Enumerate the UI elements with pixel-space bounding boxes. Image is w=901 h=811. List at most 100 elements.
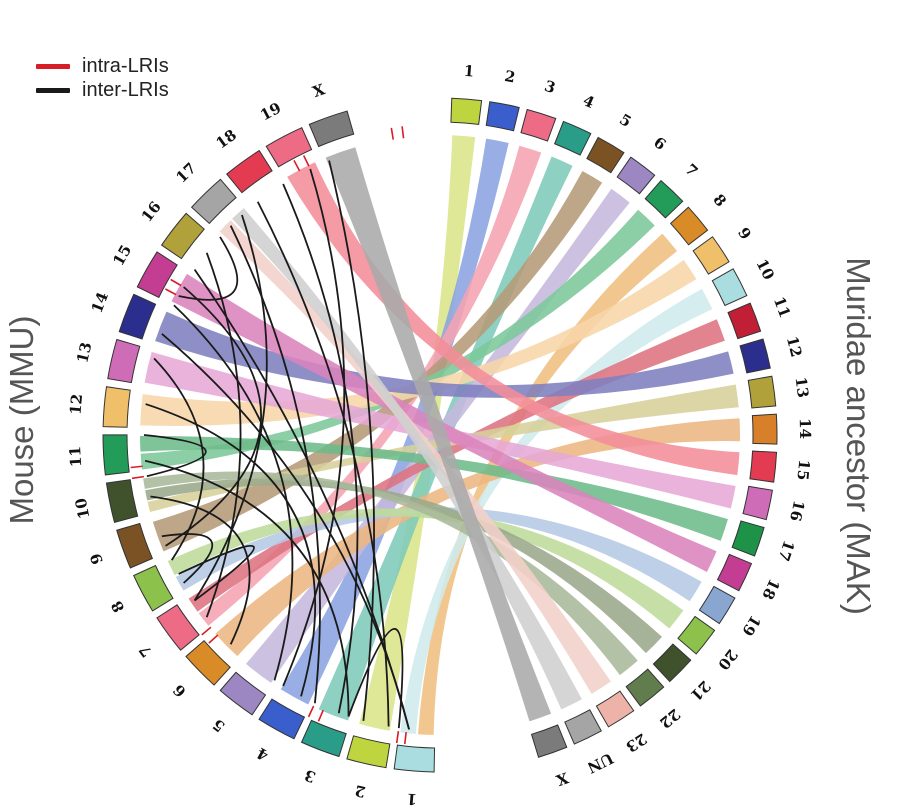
legend-label-inter: inter-LRIs — [82, 78, 169, 101]
ancestor-title: Muridae ancestor (MAK) — [840, 257, 877, 615]
mak-chr-label-3: 3 — [542, 77, 557, 97]
mak-chr-label-7: 7 — [681, 160, 701, 180]
mmu-chr-7 — [156, 604, 200, 651]
mmu-chr-label-8: 8 — [107, 598, 128, 616]
inter-lri-line — [282, 168, 346, 687]
legend-label-intra: intra-LRIs — [82, 54, 169, 77]
mak-chr-label-2: 2 — [503, 67, 517, 87]
mak-chr-label-un: UN — [584, 749, 616, 777]
mak-chr-8 — [669, 206, 709, 246]
inter-lri-line — [161, 533, 214, 584]
ribbon-mak23-mmu17 — [219, 220, 611, 694]
intra-lri-tick — [403, 731, 407, 745]
mak-chr-11 — [727, 302, 762, 340]
ribbon-mak18-mmu15 — [171, 273, 717, 572]
mmu-chr-label-14: 14 — [88, 290, 112, 316]
mmu-chr-label-5: 5 — [209, 715, 228, 736]
mak-chr-label-22: 22 — [656, 705, 684, 732]
mmu-chr-label-4: 4 — [254, 744, 272, 765]
intra-lri-tick — [317, 709, 324, 722]
mak-chr-7 — [644, 179, 684, 219]
mak-chr-label-15: 15 — [793, 459, 813, 482]
mak-chr-label-20: 20 — [714, 646, 741, 674]
mak-chr-label-6: 6 — [650, 133, 669, 154]
mak-chr-10 — [711, 268, 748, 307]
mak-chr-19 — [698, 585, 736, 625]
intra-lri-tick — [395, 730, 400, 744]
mmu-chr-label-12: 12 — [66, 393, 86, 415]
chromosome-ring — [102, 97, 778, 773]
mmu-chr-10 — [105, 479, 139, 523]
mak-chr-label-21: 21 — [687, 677, 714, 705]
inter-lri-line — [205, 252, 242, 618]
intra-lri-tick — [170, 278, 182, 287]
mak-chr-label-18: 18 — [758, 576, 783, 603]
mak-chr-14 — [751, 413, 778, 445]
mak-chr-2 — [485, 101, 520, 132]
mmu-chr-label-16: 16 — [138, 198, 165, 226]
mmu-chr-16 — [160, 212, 205, 260]
mmu-chr-label-x: X — [310, 80, 327, 101]
mmu-chr-8 — [133, 564, 174, 612]
mmu-chr-17 — [190, 178, 237, 225]
mak-chr-label-23: 23 — [623, 729, 650, 755]
mak-chr-un — [564, 709, 602, 745]
mmu-chr-label-2: 2 — [353, 781, 367, 801]
mak-chr-16 — [742, 485, 774, 521]
mmu-chr-11 — [102, 434, 130, 476]
inter-lri-line — [328, 160, 375, 722]
intra-lri-tick — [293, 160, 301, 172]
mmu-chr-6 — [185, 639, 231, 686]
mak-chr-15 — [749, 450, 778, 483]
inter-lri-line — [178, 236, 239, 301]
mak-chr-label-11: 11 — [770, 294, 794, 320]
mak-chr-label-17: 17 — [774, 538, 798, 564]
ribbon-mak19-mmu8 — [175, 507, 702, 602]
mak-chr-9 — [692, 236, 730, 275]
mmu-chr-4 — [258, 698, 306, 740]
mak-chr-1 — [450, 97, 483, 125]
inter-lri-line — [173, 304, 294, 681]
mmu-chr-9 — [116, 522, 154, 569]
mmu-chr-14 — [118, 293, 157, 340]
inter-lri-line — [150, 495, 251, 645]
mak-chr-label-14: 14 — [796, 418, 814, 439]
ribbon-mak21-mmu10 — [145, 478, 662, 654]
mak-chr-label-1: 1 — [463, 62, 475, 81]
intra-lri-tick — [201, 626, 212, 636]
mmu-chr-label-18: 18 — [213, 126, 240, 153]
mmu-chr-label-13: 13 — [73, 340, 95, 364]
ribbon-makx-mmux — [325, 147, 552, 722]
mmu-chr-13 — [107, 338, 141, 384]
intra-lri-tick — [165, 288, 177, 296]
mmu-chr-2 — [346, 735, 391, 769]
mmu-chr-label-9: 9 — [86, 551, 106, 567]
mak-chr-x — [530, 724, 568, 758]
inter-lri-line — [143, 434, 207, 478]
synteny-ribbons — [140, 135, 741, 735]
inter-lri-line — [347, 628, 404, 729]
ribbon-mak1-mmu2 — [359, 135, 476, 731]
mmu-chr-label-7: 7 — [135, 641, 156, 660]
intra-lri-tick — [307, 705, 315, 718]
mak-chr-13 — [747, 375, 777, 409]
mmu-chr-label-19: 19 — [257, 99, 284, 125]
ribbon-mak2-mmu4 — [280, 138, 509, 705]
inter-lri-line — [145, 403, 317, 697]
ribbon-mak5-mmu9 — [152, 170, 603, 552]
mak-chr-3 — [520, 108, 557, 142]
mak-chr-label-12: 12 — [783, 334, 806, 359]
mak-chr-4 — [554, 120, 592, 156]
legend: intra-LRIs inter-LRIs — [36, 54, 169, 102]
legend-item-inter: inter-LRIs — [36, 78, 169, 102]
mak-chr-22 — [625, 668, 665, 707]
ribbon-mak11-mmu7 — [188, 319, 725, 612]
mmu-chr-x — [308, 110, 355, 148]
intra-swatch — [36, 63, 70, 69]
mak-chr-5 — [586, 136, 625, 174]
mmu-chr-18 — [226, 149, 273, 194]
mak-chr-label-5: 5 — [616, 110, 634, 131]
mmu-chr-5 — [219, 671, 267, 716]
intra-lri-tick — [302, 155, 310, 167]
mak-chr-21 — [652, 643, 692, 683]
